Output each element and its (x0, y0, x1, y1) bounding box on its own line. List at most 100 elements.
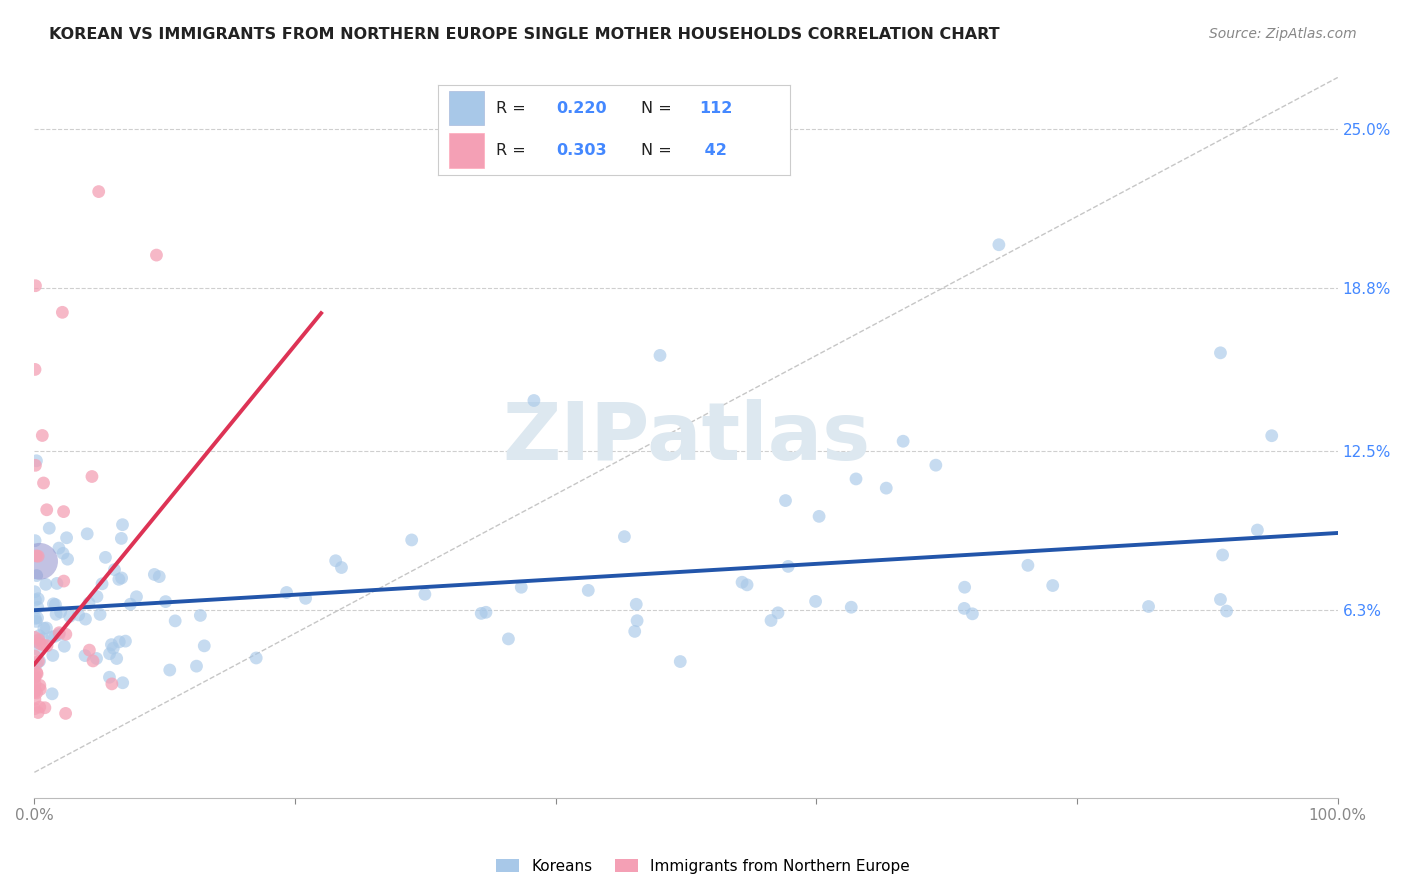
Point (475, 605, 498, 619)
Point (27, 600, 49, 615)
Point (808, 509, 831, 524)
Point (669, 655, 692, 669)
Point (613, 530, 636, 544)
Point (1215, 604, 1237, 618)
Point (28, 678, 51, 692)
Point (25, 641, 48, 656)
Point (24, 669, 46, 683)
Point (67, 607, 90, 622)
Point (27, 655, 49, 669)
Point (25, 568, 48, 582)
Point (87, 185, 110, 199)
Point (30, 682, 52, 697)
Point (35, 577, 58, 591)
Point (77, 596, 100, 610)
Point (28, 654, 51, 668)
Point (125, 590, 148, 604)
Point (953, 601, 976, 615)
Point (778, 559, 800, 574)
Point (59, 609, 82, 624)
Point (1137, 599, 1160, 614)
Point (510, 580, 533, 594)
Point (108, 572, 131, 586)
Point (245, 651, 267, 665)
Point (155, 594, 177, 608)
Point (987, 237, 1010, 252)
Point (953, 580, 976, 594)
Point (1017, 558, 1039, 573)
Point (55, 706, 77, 721)
Point (53, 640, 76, 654)
Point (32, 632, 55, 646)
Point (82, 654, 104, 668)
Point (294, 591, 316, 606)
Point (41, 630, 63, 644)
Point (735, 578, 758, 592)
Point (111, 517, 134, 532)
Point (145, 248, 167, 262)
Point (27, 611, 49, 625)
Point (24, 634, 46, 648)
Point (775, 493, 797, 508)
Point (25, 549, 48, 563)
Point (24, 631, 46, 645)
Point (24, 648, 46, 663)
Point (190, 608, 212, 623)
Point (325, 554, 347, 568)
Point (159, 663, 181, 677)
Point (100, 638, 122, 652)
Point (55, 627, 77, 641)
Point (148, 569, 170, 583)
Point (925, 458, 948, 472)
Point (44, 598, 66, 612)
Point (110, 532, 132, 546)
Point (891, 434, 914, 449)
Point (75, 612, 97, 626)
Point (32, 621, 55, 635)
Point (35, 502, 58, 516)
Point (111, 675, 134, 690)
Point (28, 632, 51, 647)
Point (1042, 578, 1064, 592)
Point (27, 591, 49, 606)
Point (89, 607, 111, 622)
Point (27, 549, 49, 564)
Point (31, 428, 53, 442)
Point (105, 651, 128, 665)
Point (839, 600, 862, 615)
Point (45, 576, 67, 591)
Point (86, 590, 108, 604)
Point (523, 393, 546, 408)
Point (186, 659, 208, 673)
Point (98, 647, 121, 661)
Point (42, 648, 65, 663)
Point (759, 614, 782, 628)
Point (24, 458, 46, 473)
Point (24, 692, 46, 706)
Point (25, 657, 48, 671)
Point (24, 677, 46, 691)
Point (52, 546, 75, 560)
Point (22, 671, 45, 685)
Text: ZIPatlas: ZIPatlas (502, 399, 870, 476)
Point (31, 638, 53, 652)
Point (623, 624, 645, 639)
Legend: Koreans, Immigrants from Northern Europe: Koreans, Immigrants from Northern Europe (489, 853, 917, 880)
Point (38, 521, 60, 535)
Point (25, 686, 48, 700)
Point (24, 685, 46, 699)
Point (48, 541, 70, 555)
Point (120, 597, 142, 611)
Point (80, 469, 103, 483)
Point (35, 639, 58, 653)
Point (24, 611, 46, 625)
Point (98, 670, 121, 684)
Point (55, 531, 77, 545)
Point (25, 634, 48, 648)
Point (32, 475, 55, 490)
Point (108, 635, 131, 649)
Point (962, 607, 984, 621)
Point (24, 278, 46, 293)
Point (648, 348, 671, 362)
Point (76, 526, 98, 541)
